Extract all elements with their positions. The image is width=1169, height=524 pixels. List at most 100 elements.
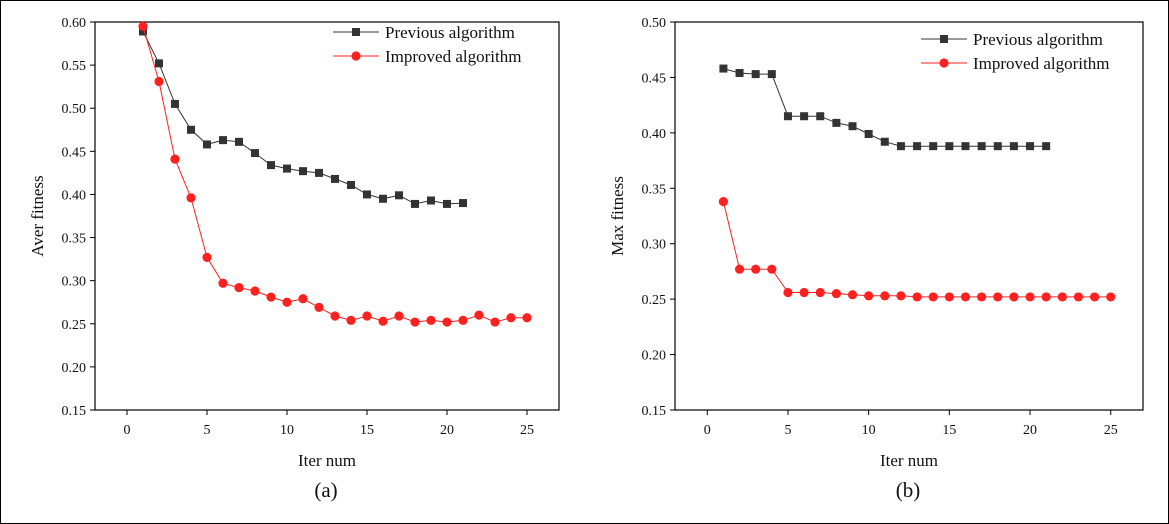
y-tick-label: 0.15 [642, 404, 667, 419]
x-tick-label: 15 [942, 423, 956, 438]
data-point-square [1042, 142, 1051, 151]
y-tick-label: 0.20 [62, 361, 87, 376]
data-point-square [735, 68, 744, 77]
x-tick-label: 10 [280, 423, 294, 438]
data-point-circle [186, 193, 196, 203]
legend-marker-square [940, 35, 948, 43]
y-tick-label: 0.25 [642, 293, 667, 308]
data-point-circle [506, 313, 516, 323]
data-point-square [251, 149, 259, 158]
legend-marker-circle [939, 58, 949, 68]
series-line [723, 68, 1047, 147]
data-point-circle [1106, 292, 1116, 302]
data-point-circle [330, 311, 340, 321]
data-point-square [427, 196, 435, 205]
data-point-square [929, 142, 938, 151]
legend: Previous algorithm Improved algorithm [921, 30, 1109, 73]
data-point-square [832, 118, 841, 127]
data-point-square [848, 122, 857, 131]
y-tick-label: 0.50 [642, 16, 667, 31]
data-point-circle [751, 264, 761, 274]
y-tick-label: 0.35 [62, 232, 87, 247]
data-point-square [1026, 142, 1035, 151]
data-point-circle [234, 282, 244, 293]
data-point-square [283, 164, 291, 173]
data-point-circle [346, 315, 356, 325]
data-point-square [235, 137, 243, 146]
data-point-circle [944, 292, 954, 302]
data-point-circle [282, 297, 292, 307]
data-point-circle [799, 287, 809, 298]
y-tick-label: 0.35 [642, 182, 667, 197]
data-point-square [800, 112, 809, 121]
data-point-circle [1057, 292, 1067, 302]
data-point-square [961, 142, 970, 151]
data-point-circle [847, 290, 858, 300]
data-point-circle [1073, 292, 1084, 302]
data-point-square [977, 142, 986, 151]
data-point-circle [522, 313, 532, 323]
x-tick-label: 5 [204, 423, 211, 438]
plot-frame [94, 21, 560, 411]
data-point-square [171, 99, 179, 108]
data-point-square [783, 112, 792, 121]
legend-label: Previous algorithm [385, 23, 515, 42]
data-point-circle [474, 310, 484, 320]
x-tick-label: 0 [124, 423, 131, 438]
data-point-square [395, 191, 403, 200]
data-point-circle [202, 252, 212, 262]
legend-label: Previous algorithm [973, 30, 1103, 49]
panel-caption: (a) [314, 478, 337, 502]
x-tick-label: 0 [704, 423, 711, 438]
data-point-square [864, 129, 873, 138]
data-point-circle [266, 292, 276, 302]
data-point-square [719, 64, 728, 73]
data-point-square [203, 140, 211, 149]
data-point-circle [426, 315, 436, 325]
data-point-circle [154, 76, 164, 87]
x-tick-label: 10 [862, 423, 876, 438]
y-tick-label: 0.45 [642, 71, 667, 86]
data-point-circle [993, 292, 1003, 302]
data-point-circle [394, 311, 404, 321]
data-point-circle [410, 317, 420, 327]
y-tick-label: 0.40 [62, 188, 87, 203]
data-point-circle [960, 292, 971, 302]
data-point-circle [1009, 292, 1019, 302]
data-point-square [299, 167, 307, 176]
series-line [722, 201, 1111, 298]
x-axis-title: Iter num [298, 451, 356, 470]
data-point-circle [362, 311, 372, 321]
data-point-square [1009, 142, 1018, 151]
legend: Previous algorithm Improved algorithm [333, 23, 521, 66]
y-tick-label: 0.25 [62, 318, 87, 333]
legend-label: Improved algorithm [385, 47, 521, 66]
data-point-circle [783, 287, 793, 298]
series-previous [139, 27, 467, 208]
data-point-circle [815, 287, 825, 298]
data-point-circle [490, 317, 500, 327]
y-tick-label: 0.50 [62, 102, 87, 117]
data-point-square [411, 199, 419, 208]
y-tick-label: 0.30 [62, 275, 87, 290]
series-improved [718, 196, 1116, 302]
y-axis-title: Max fitness [608, 176, 627, 256]
data-point-circle [1089, 292, 1100, 302]
legend-marker-square [352, 28, 360, 36]
panel-caption: (b) [896, 478, 921, 502]
data-point-square [816, 112, 825, 121]
series-line [142, 26, 527, 323]
data-point-circle [928, 292, 938, 302]
data-point-circle [138, 21, 148, 31]
x-tick-label: 20 [440, 423, 454, 438]
data-point-circle [977, 292, 987, 302]
y-tick-label: 0.20 [642, 349, 667, 364]
data-point-square [267, 161, 275, 170]
data-point-circle [718, 196, 729, 207]
data-point-circle [831, 289, 841, 299]
x-tick-label: 15 [360, 423, 374, 438]
data-point-circle [250, 286, 260, 296]
data-point-circle [218, 278, 228, 288]
